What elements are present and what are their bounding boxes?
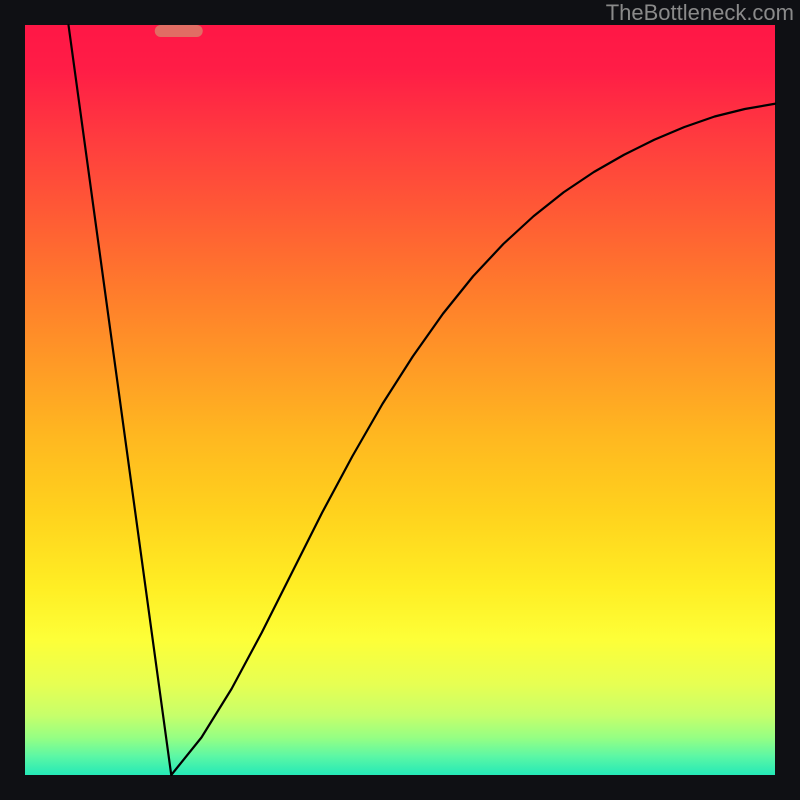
watermark-text: TheBottleneck.com [606, 0, 794, 26]
chart-canvas [0, 0, 800, 800]
plot-background [25, 25, 775, 775]
optimum-marker [155, 25, 203, 37]
